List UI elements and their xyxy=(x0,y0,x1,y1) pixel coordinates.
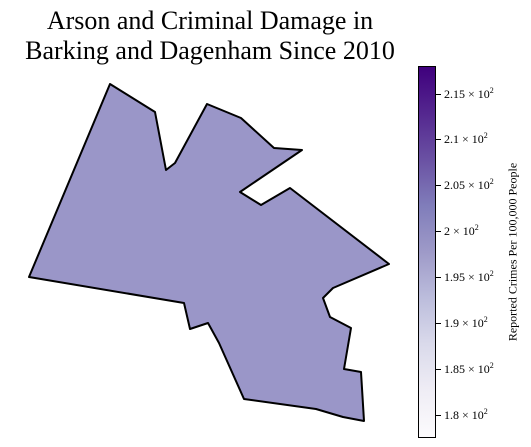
colorbar-tick-label: 2 × 102 xyxy=(444,223,479,239)
colorbar-tick-label: 1.8 × 102 xyxy=(444,407,488,423)
map-title-line-1: Arson and Criminal Damage in xyxy=(46,6,374,35)
colorbar xyxy=(418,66,436,438)
colorbar-tick-label: 1.9 × 102 xyxy=(444,315,488,331)
colorbar-tick-mark xyxy=(436,93,441,95)
colorbar-tick-label: 2.15 × 102 xyxy=(444,85,494,101)
colorbar-tick-mark xyxy=(436,323,441,325)
colorbar-tick-label: 1.85 × 102 xyxy=(444,361,494,377)
colorbar-tick-mark xyxy=(436,139,441,141)
colorbar-tick-label: 1.95 × 102 xyxy=(444,269,494,285)
barking-and-dagenham-region xyxy=(28,83,390,422)
colorbar-tick-mark xyxy=(436,185,441,187)
colorbar-tick-mark xyxy=(436,277,441,279)
colorbar-tick-mark xyxy=(436,369,441,371)
colorbar-tick-label: 2.05 × 102 xyxy=(444,177,494,193)
colorbar-gradient xyxy=(419,67,435,437)
colorbar-tick-label: 2.1 × 102 xyxy=(444,131,488,147)
map-title-line-2: Barking and Dagenham Since 2010 xyxy=(25,36,395,65)
map-title: Arson and Criminal Damage in Barking and… xyxy=(0,6,420,66)
colorbar-tick-mark xyxy=(436,231,441,233)
colorbar-label: Reported Crimes Per 100,000 People xyxy=(505,162,520,342)
colorbar-tick-mark xyxy=(436,415,441,417)
